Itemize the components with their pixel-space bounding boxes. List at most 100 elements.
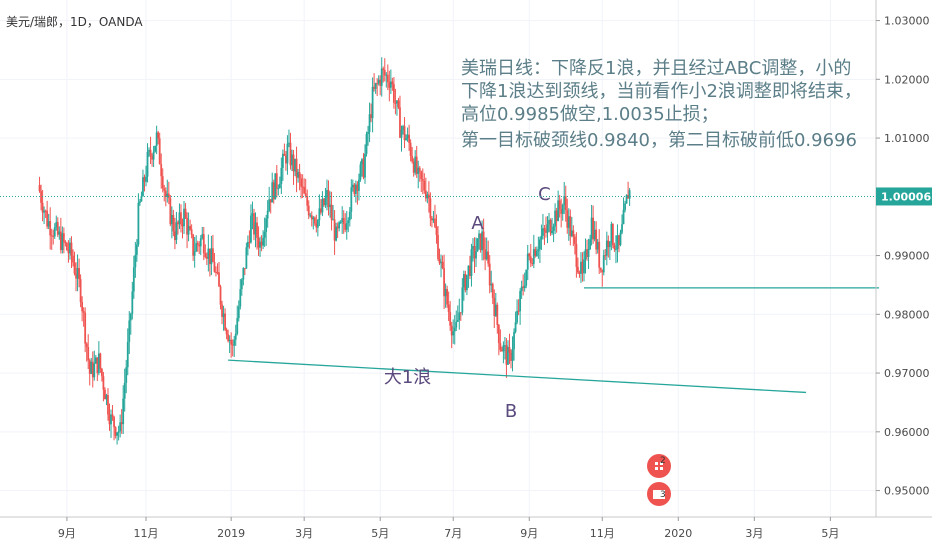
candle-body xyxy=(475,251,477,259)
candle-body xyxy=(62,233,65,243)
candle-body xyxy=(99,353,102,369)
candle-body xyxy=(75,273,77,279)
candle-body xyxy=(348,211,351,221)
candle-body xyxy=(394,102,397,104)
candle-body xyxy=(193,251,196,256)
candle-body xyxy=(414,156,417,173)
candle-body xyxy=(580,261,582,274)
candle-body xyxy=(444,289,447,297)
candle-body xyxy=(94,357,97,364)
candle-body xyxy=(513,331,515,350)
candle-body xyxy=(370,114,372,119)
candle-body xyxy=(313,217,316,224)
candle-body xyxy=(586,249,588,257)
candle-body xyxy=(128,320,131,342)
candle-body xyxy=(67,250,70,254)
candle-body xyxy=(441,261,444,269)
candle-body xyxy=(356,184,359,191)
candle-body xyxy=(278,183,281,189)
candle-body xyxy=(277,188,280,190)
candle-body xyxy=(411,156,414,162)
candle-body xyxy=(66,243,68,251)
candle-body xyxy=(180,212,182,225)
candle-body xyxy=(187,226,190,235)
price-tick-label: 1.02000 xyxy=(884,73,930,86)
candle-body xyxy=(379,79,382,86)
candle-body xyxy=(397,100,400,108)
candle-body xyxy=(338,222,341,229)
candle-body xyxy=(181,224,184,227)
candle-body xyxy=(56,222,59,235)
candle-body xyxy=(324,197,327,206)
candle-body xyxy=(265,218,268,232)
trendline-neckline[interactable] xyxy=(228,359,807,394)
candle-body xyxy=(484,249,487,260)
candle-body xyxy=(272,182,275,200)
event-flag-icon[interactable]: 2 3 xyxy=(647,454,671,506)
candle-body xyxy=(523,285,526,289)
candle-body xyxy=(373,86,376,89)
candle-body xyxy=(228,339,231,342)
candle-body xyxy=(602,255,605,273)
candle-body xyxy=(222,313,225,317)
candle-body xyxy=(102,376,105,390)
candle-body xyxy=(403,126,406,141)
candle-body xyxy=(183,208,185,227)
candle-body xyxy=(195,243,198,252)
candle-body xyxy=(329,204,331,208)
candle-body xyxy=(111,414,114,417)
time-axis[interactable]: 9月 11月 2019 3月 5月 7月 9月 11月 2020 3月 5月 xyxy=(58,517,839,540)
candle-body xyxy=(385,74,388,76)
svg-text:3: 3 xyxy=(660,490,666,500)
candle-body xyxy=(431,218,433,221)
candle-body xyxy=(78,268,80,280)
candle-body xyxy=(432,218,435,221)
candle-body xyxy=(437,234,439,259)
candle-body xyxy=(543,228,546,231)
candle-body xyxy=(263,231,266,238)
candle-body xyxy=(479,233,482,251)
candle-body xyxy=(545,230,547,233)
candle-body xyxy=(482,231,485,250)
candle-body xyxy=(341,218,344,223)
candle-body xyxy=(470,249,473,276)
time-tick-label: 3月 xyxy=(295,527,313,540)
candle-body xyxy=(549,219,552,234)
price-tick-label: 0.96000 xyxy=(884,426,930,439)
time-tick-label: 3月 xyxy=(745,527,763,540)
candle-body xyxy=(157,132,160,139)
candle-body xyxy=(259,241,261,248)
candle-body xyxy=(577,266,579,273)
candle-body xyxy=(345,223,348,230)
candle-body xyxy=(213,261,216,272)
candle-body xyxy=(342,218,345,224)
price-axis[interactable]: 1.03000 1.02000 1.01000 0.99000 0.98000 0.970… xyxy=(876,15,930,498)
candle-body xyxy=(327,190,330,208)
candle-body xyxy=(490,283,493,286)
wave-label-2: C xyxy=(538,184,551,205)
candle-body xyxy=(326,190,328,198)
candle-body xyxy=(303,187,306,194)
candle-body xyxy=(260,241,263,246)
candle-body xyxy=(189,226,192,230)
candle-body xyxy=(350,187,353,212)
candle-body xyxy=(237,306,240,319)
candle-body xyxy=(453,327,456,332)
candle-body xyxy=(427,194,430,199)
candle-body xyxy=(175,222,178,241)
candle-body xyxy=(295,158,298,178)
candle-body xyxy=(593,229,596,240)
candle-body xyxy=(152,151,155,160)
candle-body xyxy=(47,221,50,227)
candle-body xyxy=(374,83,377,89)
candle-body xyxy=(590,217,593,240)
candle-body xyxy=(268,199,271,211)
candle-body xyxy=(418,167,421,172)
candle-body xyxy=(447,304,450,313)
candle-body xyxy=(570,230,573,237)
candle-body xyxy=(380,68,383,86)
candle-body xyxy=(123,382,126,399)
candle-body xyxy=(172,215,175,232)
candle-body xyxy=(254,222,257,235)
